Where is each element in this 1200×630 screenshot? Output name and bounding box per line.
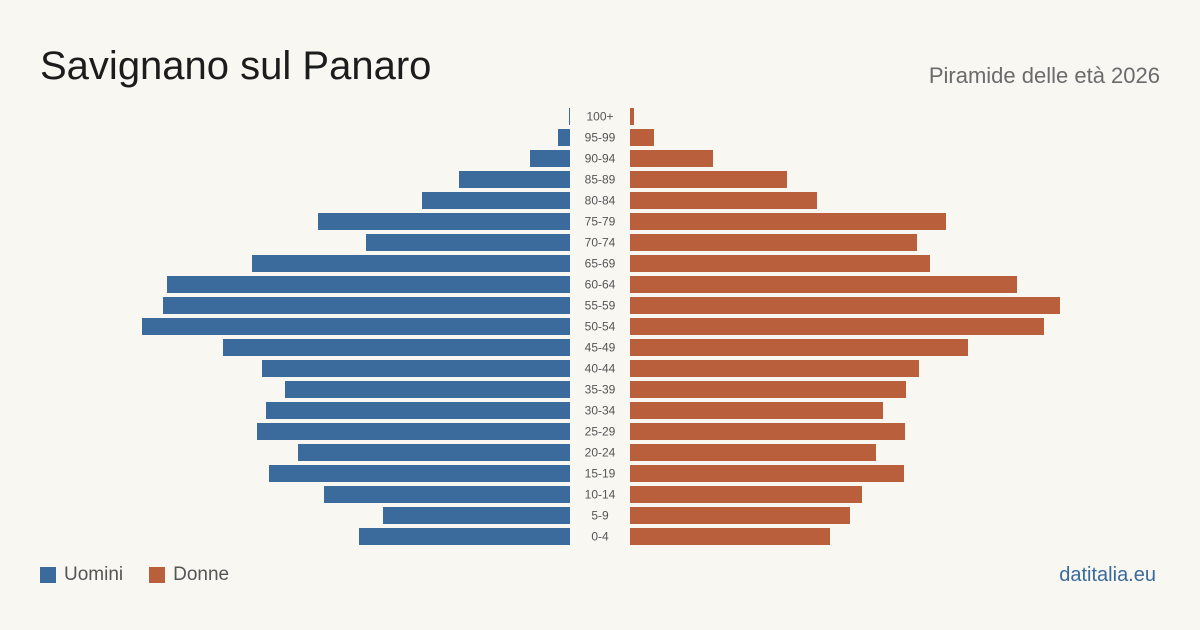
bar-female-70-74 <box>630 234 917 251</box>
age-label-90-94: 90-94 <box>585 152 616 166</box>
bar-female-55-59 <box>630 297 1060 314</box>
age-label-50-54: 50-54 <box>585 320 616 334</box>
bar-male-50-54 <box>142 318 570 335</box>
bar-male-10-14 <box>324 486 570 503</box>
bar-female-0-4 <box>630 528 830 545</box>
legend-label-female: Donne <box>173 564 230 585</box>
bar-male-40-44 <box>262 360 570 377</box>
age-label-65-69: 65-69 <box>585 257 616 271</box>
bar-female-80-84 <box>630 192 817 209</box>
legend-label-male: Uomini <box>64 564 124 585</box>
bar-female-95-99 <box>630 129 654 146</box>
age-label-85-89: 85-89 <box>585 173 616 187</box>
bar-male-45-49 <box>223 339 570 356</box>
age-label-20-24: 20-24 <box>585 446 616 460</box>
bar-female-90-94 <box>630 150 713 167</box>
age-label-75-79: 75-79 <box>585 215 616 229</box>
bar-female-5-9 <box>630 507 850 524</box>
bar-female-25-29 <box>630 423 905 440</box>
bar-male-25-29 <box>257 423 570 440</box>
age-label-40-44: 40-44 <box>585 362 616 376</box>
bar-male-75-79 <box>318 213 570 230</box>
age-label-35-39: 35-39 <box>585 383 616 397</box>
legend-swatch-male <box>40 567 56 583</box>
age-label-80-84: 80-84 <box>585 194 616 208</box>
bar-male-95-99 <box>558 129 570 146</box>
bar-female-60-64 <box>630 276 1017 293</box>
bar-male-0-4 <box>359 528 570 545</box>
bar-female-45-49 <box>630 339 968 356</box>
source-link[interactable]: datitalia.eu <box>1059 564 1156 586</box>
bar-male-35-39 <box>285 381 570 398</box>
legend-swatch-female <box>149 567 166 583</box>
age-label-25-29: 25-29 <box>585 425 616 439</box>
bar-female-75-79 <box>630 213 946 230</box>
chart-legend: Uomini Donne <box>40 564 255 586</box>
bar-male-65-69 <box>252 255 570 272</box>
age-label-70-74: 70-74 <box>585 236 616 250</box>
age-label-30-34: 30-34 <box>585 404 616 418</box>
bar-male-30-34 <box>266 402 570 419</box>
bar-female-100plus <box>630 108 634 125</box>
bar-male-70-74 <box>366 234 570 251</box>
bar-female-85-89 <box>630 171 787 188</box>
bar-female-35-39 <box>630 381 906 398</box>
age-label-10-14: 10-14 <box>585 488 616 502</box>
bar-male-20-24 <box>298 444 570 461</box>
bar-female-50-54 <box>630 318 1044 335</box>
legend-item-female: Donne <box>149 564 229 586</box>
bar-female-10-14 <box>630 486 862 503</box>
age-label-45-49: 45-49 <box>585 341 616 355</box>
legend-item-male: Uomini <box>40 564 123 586</box>
bar-male-90-94 <box>530 150 570 167</box>
age-label-60-64: 60-64 <box>585 278 616 292</box>
bar-female-20-24 <box>630 444 876 461</box>
page-title: Savignano sul Panaro <box>40 44 432 88</box>
bar-male-80-84 <box>422 192 570 209</box>
age-label-100plus: 100+ <box>586 110 613 124</box>
chart-subtitle: Piramide delle età 2026 <box>928 63 1160 88</box>
bar-male-15-19 <box>269 465 570 482</box>
bar-male-55-59 <box>163 297 570 314</box>
bar-female-30-34 <box>630 402 883 419</box>
age-label-15-19: 15-19 <box>585 467 616 481</box>
bar-female-65-69 <box>630 255 930 272</box>
bar-female-40-44 <box>630 360 919 377</box>
age-label-0-4: 0-4 <box>591 530 609 544</box>
age-label-95-99: 95-99 <box>585 131 616 145</box>
bar-female-15-19 <box>630 465 904 482</box>
age-label-55-59: 55-59 <box>585 299 616 313</box>
bar-male-100plus <box>569 108 570 125</box>
age-label-5-9: 5-9 <box>591 509 609 523</box>
bar-male-5-9 <box>383 507 570 524</box>
bar-male-85-89 <box>459 171 570 188</box>
bar-male-60-64 <box>167 276 570 293</box>
